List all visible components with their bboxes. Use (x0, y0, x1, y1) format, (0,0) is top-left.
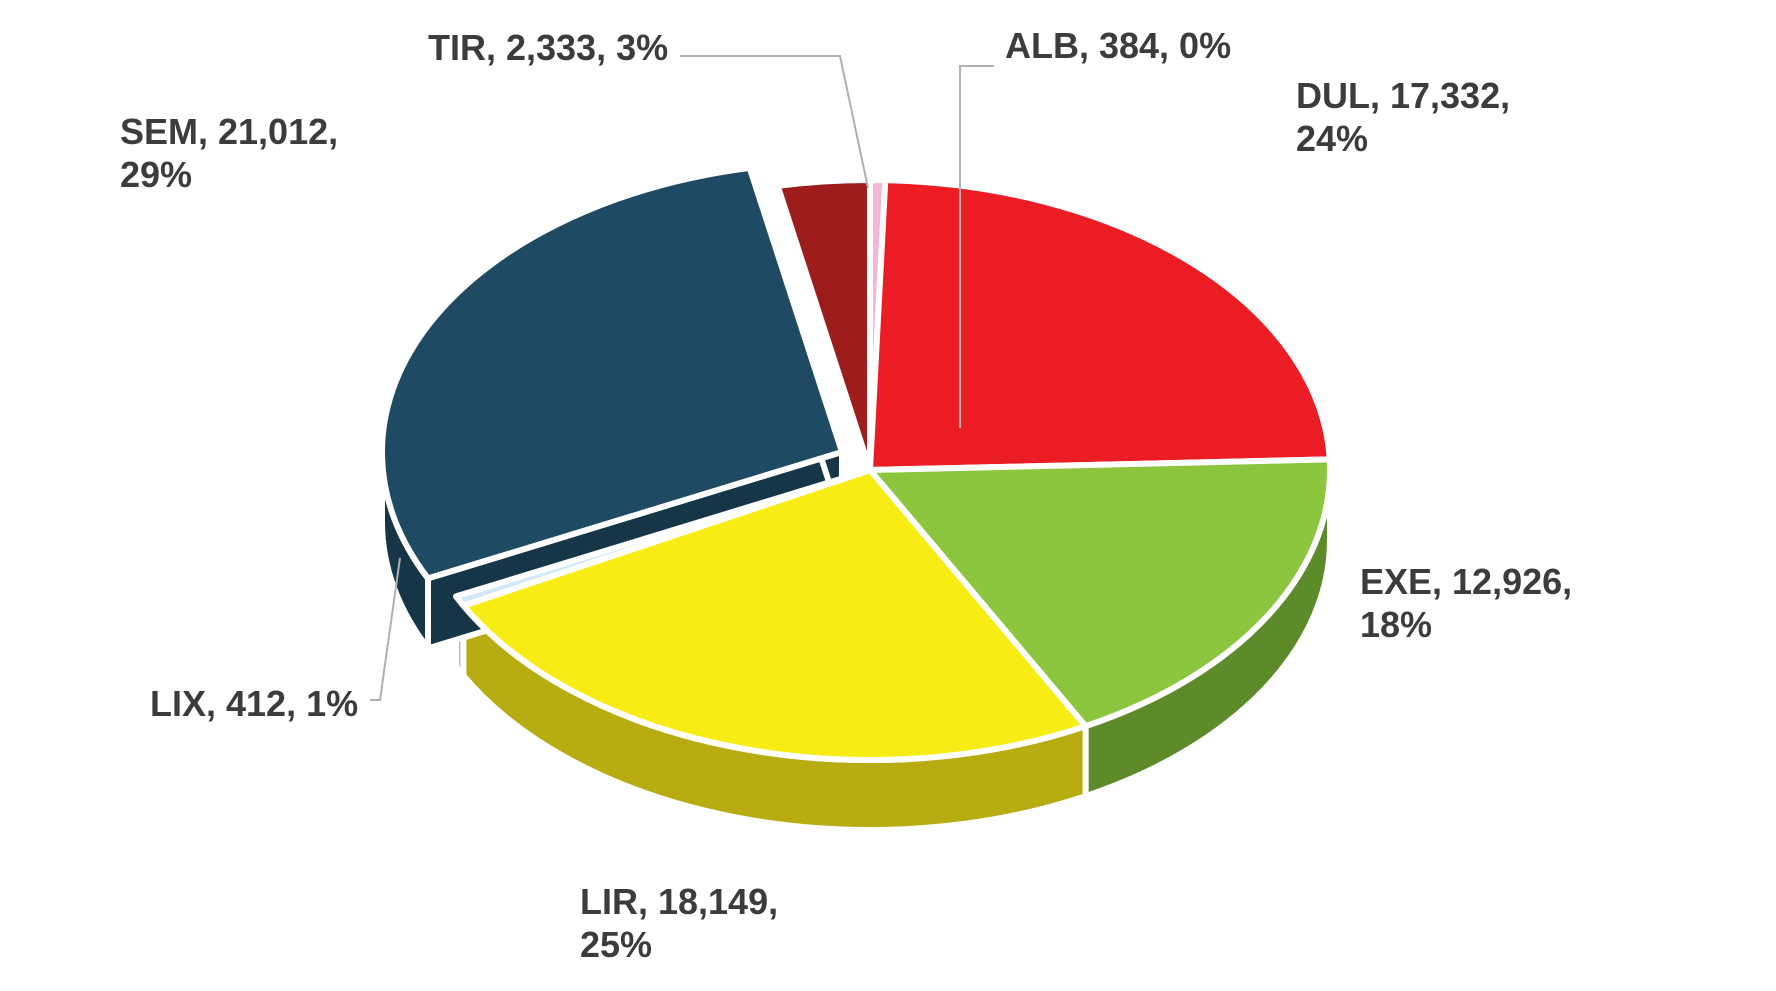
label-lix: LIX, 412, 1% (150, 682, 358, 725)
label-line1: LIX, 412, 1% (150, 682, 358, 725)
label-line1: EXE, 12,926, (1360, 560, 1572, 603)
label-line2: 29% (120, 153, 338, 196)
chart-stage: ALB, 384, 0% DUL, 17,332,24% EXE, 12,926,1… (0, 0, 1776, 991)
label-line1: LIR, 18,149, (580, 880, 778, 923)
label-lir: LIR, 18,149,25% (580, 880, 778, 966)
label-exe: EXE, 12,926,18% (1360, 560, 1572, 646)
label-line1: TIR, 2,333, 3% (428, 26, 668, 69)
label-line1: ALB, 384, 0% (1005, 24, 1231, 67)
label-line1: SEM, 21,012, (120, 110, 338, 153)
label-dul: DUL, 17,332,24% (1296, 74, 1510, 160)
label-sem: SEM, 21,012,29% (120, 110, 338, 196)
leader-tir (680, 56, 868, 188)
label-line1: DUL, 17,332, (1296, 74, 1510, 117)
label-alb: ALB, 384, 0% (1005, 24, 1231, 67)
label-line2: 24% (1296, 117, 1510, 160)
label-tir: TIR, 2,333, 3% (428, 26, 668, 69)
label-line2: 18% (1360, 603, 1572, 646)
label-line2: 25% (580, 923, 778, 966)
pie-slice-dul (870, 180, 1330, 470)
